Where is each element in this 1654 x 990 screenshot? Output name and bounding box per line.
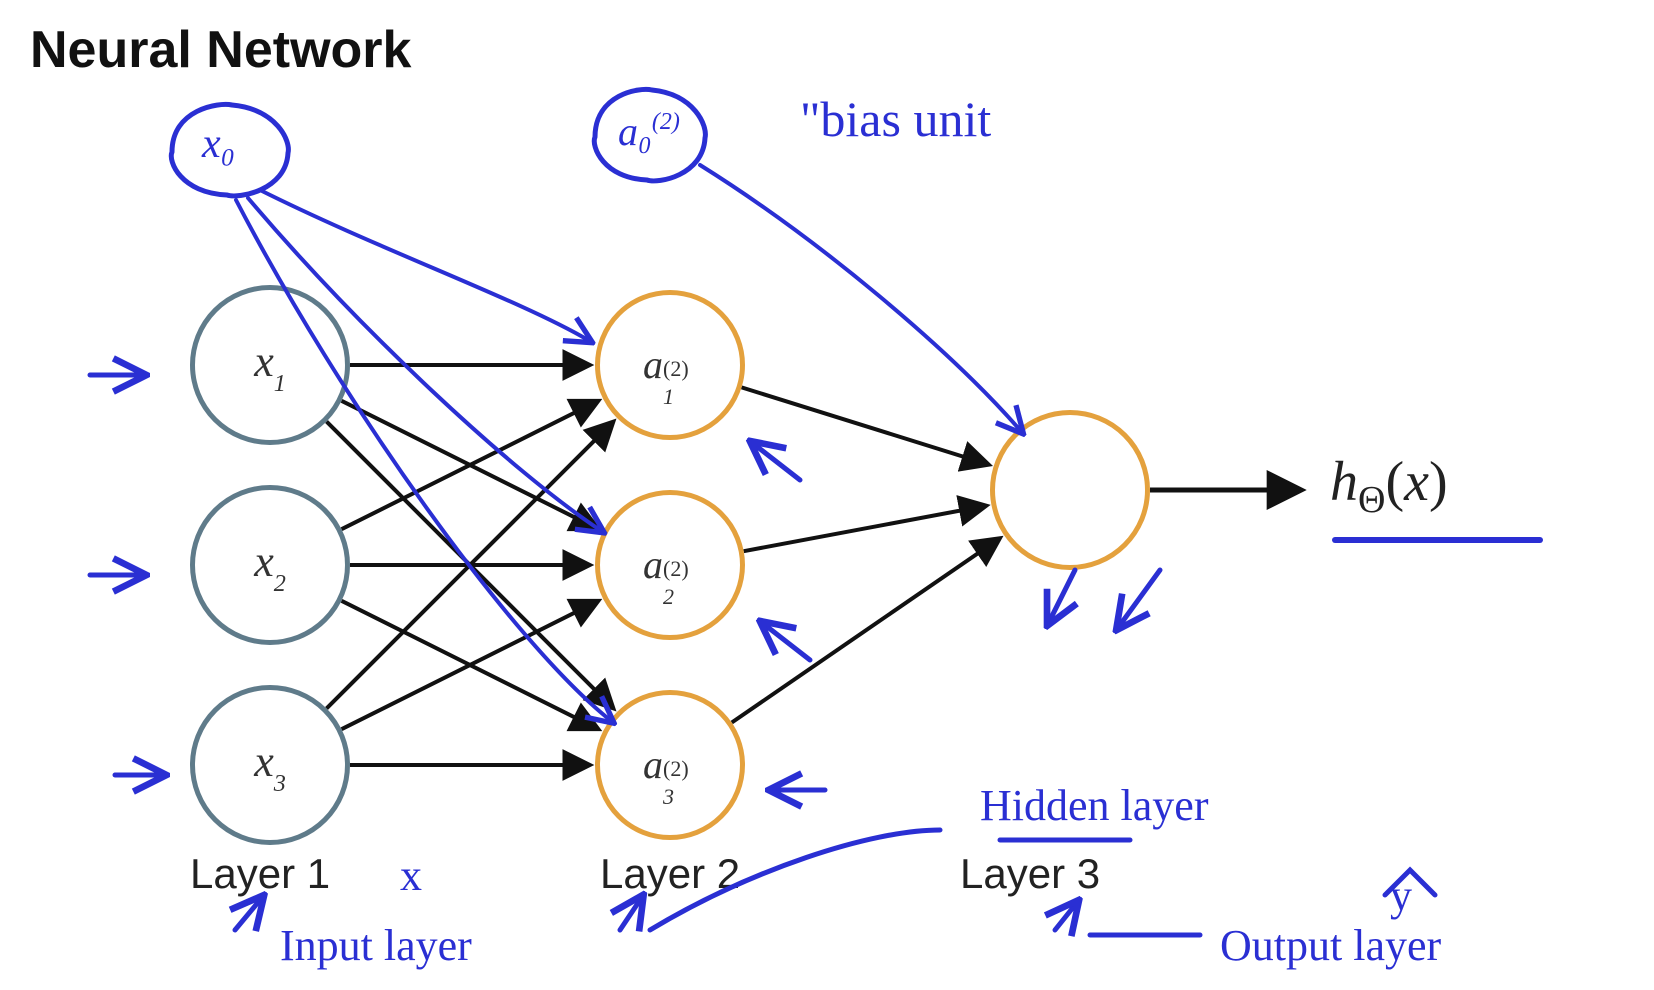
- hand-text-output_layer: Output layer: [1220, 920, 1441, 971]
- layer3-label: Layer 3: [960, 850, 1100, 898]
- hand-text-y_mark: y: [1390, 870, 1412, 921]
- bias-x0-label: x₀: [202, 120, 235, 168]
- node-x1: x1: [190, 285, 350, 445]
- hand-text-input_layer: Input layer: [280, 920, 472, 971]
- node-x3: x3: [190, 685, 350, 845]
- layer1-label: Layer 1: [190, 850, 330, 898]
- node-a1_2: a(2)1: [595, 290, 745, 440]
- node-out: [990, 410, 1150, 570]
- hand-text-x_mark: x: [400, 850, 422, 901]
- output-expression: hΘ(x): [1330, 450, 1448, 514]
- node-a2_2: a(2)2: [595, 490, 745, 640]
- bias-a0-label: a₀(2): [618, 108, 680, 155]
- layer2-label: Layer 2: [600, 850, 740, 898]
- hand-text-bias_unit: "bias unit: [800, 90, 991, 148]
- node-a3_2: a(2)3: [595, 690, 745, 840]
- node-x2: x2: [190, 485, 350, 645]
- hand-text-hidden_layer: Hidden layer: [980, 780, 1208, 831]
- diagram-stage: Neural Network x1 x2 x3 a(2)1 a(2)2 a(2)3 hΘ…: [0, 0, 1654, 990]
- page-title: Neural Network: [30, 20, 411, 80]
